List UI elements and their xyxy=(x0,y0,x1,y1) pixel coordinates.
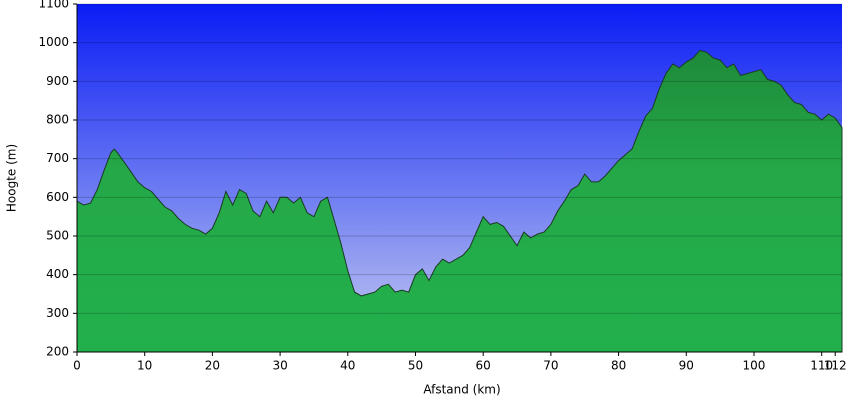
y-tick-label: 200 xyxy=(46,345,69,359)
x-tick-label: 110 xyxy=(810,359,833,373)
y-tick-label: 700 xyxy=(46,151,69,165)
y-axis-title: Hoogte (m) xyxy=(5,144,19,212)
x-axis-title: Afstand (km) xyxy=(423,383,500,397)
y-tick-label: 300 xyxy=(46,306,69,320)
y-tick-label: 800 xyxy=(46,113,69,127)
y-tick-label: 600 xyxy=(46,190,69,204)
x-tick-label: 0 xyxy=(73,359,81,373)
x-tick-label: 30 xyxy=(272,359,287,373)
y-tick-label: 900 xyxy=(46,74,69,88)
y-tick-label: 1100 xyxy=(38,0,69,11)
x-tick-label: 90 xyxy=(679,359,694,373)
elevation-area xyxy=(76,49,843,353)
x-tick-label: 80 xyxy=(611,359,626,373)
x-tick-label: 60 xyxy=(476,359,491,373)
x-tick-label: 40 xyxy=(340,359,355,373)
x-tick-label: 10 xyxy=(137,359,152,373)
x-tick-label: 112 xyxy=(824,359,847,373)
x-tick-label: 20 xyxy=(205,359,220,373)
y-tick-label: 1000 xyxy=(38,35,69,49)
x-tick-label: 50 xyxy=(408,359,423,373)
x-tick-label: 100 xyxy=(743,359,766,373)
y-tick-label: 500 xyxy=(46,229,69,243)
y-tick-label: 400 xyxy=(46,267,69,281)
x-tick-label: 70 xyxy=(543,359,558,373)
